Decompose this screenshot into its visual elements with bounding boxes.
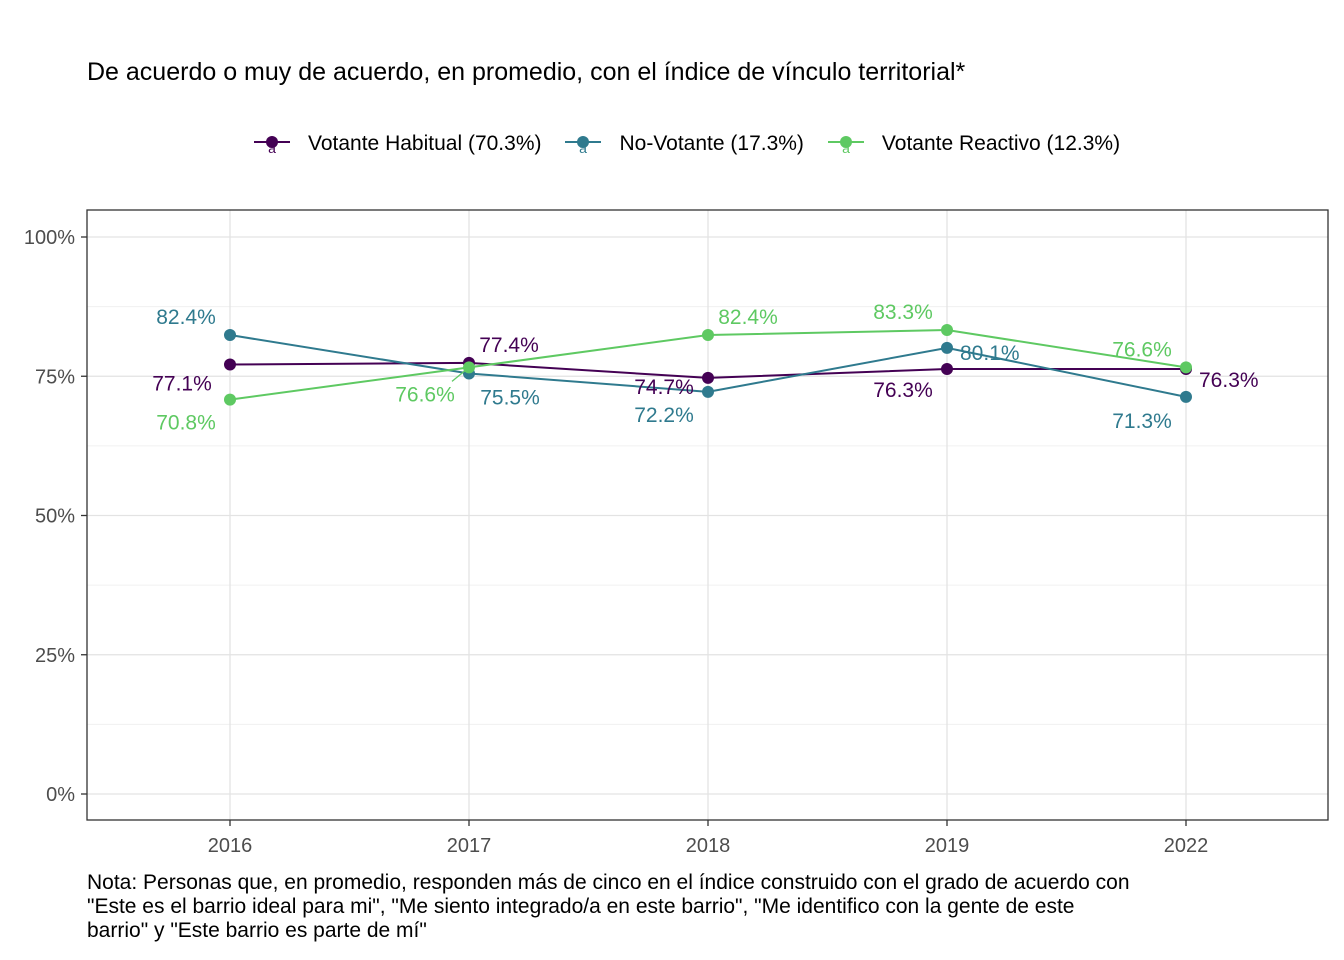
label-leader <box>451 366 470 382</box>
x-tick-label: 2016 <box>208 835 253 857</box>
data-point-s1-4 <box>1180 390 1192 403</box>
y-tick-label: 75% <box>35 366 75 388</box>
footnote: Nota: Personas que, en promedio, respond… <box>87 871 1287 943</box>
data-point-s2-3 <box>941 324 953 337</box>
data-label-s0-2: 74.7% <box>634 376 694 399</box>
data-label-s2-3: 83.3% <box>873 301 933 324</box>
data-point-s1-2 <box>702 385 714 398</box>
svg-text:a: a <box>268 140 276 156</box>
legend-item-votante-habitual: a Votante Habitual (70.3%) <box>250 129 541 159</box>
x-tick-label: 2017 <box>447 835 492 857</box>
data-label-s0-4: 76.3% <box>1199 369 1259 392</box>
data-point-s0-3 <box>941 363 953 376</box>
data-label-s1-2: 72.2% <box>634 404 694 427</box>
data-label-s2-0: 70.8% <box>156 412 216 435</box>
y-tick-label: 25% <box>35 645 75 667</box>
data-label-s1-1: 75.5% <box>480 386 540 409</box>
data-label-s1-4: 71.3% <box>1112 410 1172 433</box>
data-label-s2-1: 76.6% <box>395 383 455 406</box>
x-tick-label: 2019 <box>925 835 970 857</box>
data-point-s0-2 <box>702 371 714 384</box>
data-point-s2-4 <box>1180 361 1192 374</box>
data-point-s1-3 <box>941 341 953 354</box>
y-tick-label: 100% <box>24 227 75 249</box>
data-point-s1-0 <box>224 329 236 342</box>
y-tick-label: 50% <box>35 506 75 528</box>
legend-label-no-votante: No-Votante (17.3%) <box>619 132 804 155</box>
data-label-s0-0: 77.1% <box>152 373 212 396</box>
legend-key-no-votante: a <box>565 136 602 156</box>
data-label-s1-0: 82.4% <box>156 306 216 329</box>
legend-item-no-votante: a No-Votante (17.3%) <box>561 129 804 159</box>
data-label-s0-1: 77.4% <box>479 334 539 357</box>
y-tick-label: 0% <box>46 784 75 806</box>
footnote-line-3: barrio" y "Este barrio es parte de mí" <box>87 919 427 942</box>
legend-label-votante-reactivo: Votante Reactivo (12.3%) <box>881 132 1121 155</box>
data-label-s2-2: 82.4% <box>718 306 778 329</box>
footnote-line-1: Nota: Personas que, en promedio, respond… <box>87 871 1130 894</box>
data-label-s0-3: 76.3% <box>873 379 933 402</box>
legend-key-votante-reactivo: a <box>827 136 864 156</box>
x-tick-label: 2018 <box>686 835 731 857</box>
legend-key-votante-habitual: a <box>254 136 290 156</box>
legend-label-votante-habitual: Votante Habitual (70.3%) <box>308 132 542 155</box>
svg-text:a: a <box>842 140 850 156</box>
legend-item-votante-reactivo: a Votante Reactivo (12.3%) <box>824 129 1120 159</box>
data-point-s2-2 <box>702 329 714 342</box>
data-label-s1-3: 80.1% <box>960 342 1020 365</box>
footnote-line-2: "Este es el barrio ideal para mi", "Me s… <box>87 895 1075 918</box>
data-label-s2-4: 76.6% <box>1112 338 1172 361</box>
chart-title: De acuerdo o muy de acuerdo, en promedio… <box>87 58 966 86</box>
svg-text:a: a <box>580 140 588 156</box>
data-point-s0-0 <box>224 358 236 371</box>
x-tick-label: 2022 <box>1164 835 1209 857</box>
data-point-s2-0 <box>224 393 236 406</box>
legend: a Votante Habitual (70.3%) a No-Votante … <box>250 128 1140 160</box>
